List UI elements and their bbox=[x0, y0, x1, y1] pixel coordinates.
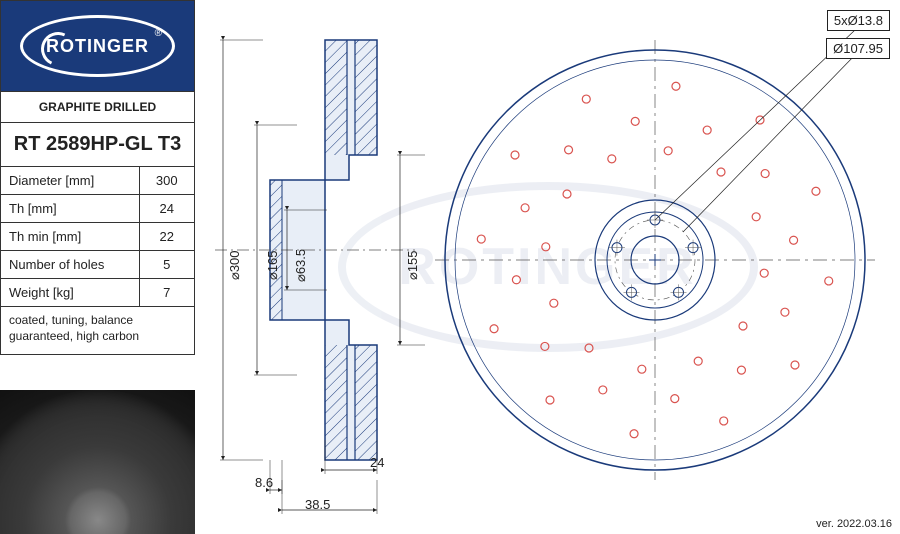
dim-38-5: 38.5 bbox=[305, 497, 330, 512]
dim-8-6: 8.6 bbox=[255, 475, 273, 490]
table-row: Th [mm]24 bbox=[1, 195, 194, 223]
callout-bolt-pattern: 5xØ13.8 bbox=[827, 10, 890, 31]
spec-table: Diameter [mm]300 Th [mm]24 Th min [mm]22… bbox=[1, 166, 194, 306]
dim-d300: ⌀300 bbox=[227, 250, 243, 280]
table-row: Number of holes5 bbox=[1, 251, 194, 279]
product-notes: coated, tuning, balance guaranteed, high… bbox=[1, 306, 194, 354]
callout-pitch-circle: Ø107.95 bbox=[826, 38, 890, 59]
part-number: RT 2589HP-GL T3 bbox=[1, 122, 194, 166]
brand-logo: ROTINGER ® bbox=[1, 1, 194, 91]
front-view bbox=[435, 10, 895, 490]
product-photo bbox=[0, 390, 195, 534]
registered-mark: ® bbox=[155, 28, 162, 39]
table-row: Weight [kg]7 bbox=[1, 279, 194, 307]
dim-24: 24 bbox=[370, 455, 384, 470]
brand-name: ROTINGER bbox=[46, 36, 149, 57]
info-panel: ROTINGER ® GRAPHITE DRILLED RT 2589HP-GL… bbox=[0, 0, 195, 355]
product-type: GRAPHITE DRILLED bbox=[1, 91, 194, 122]
technical-drawing: ROTINGER 5xØ13.8 Ø107.95 ⌀300 ⌀165 ⌀63.5… bbox=[195, 0, 900, 534]
version-label: ver. 2022.03.16 bbox=[816, 518, 892, 530]
dim-d155: ⌀155 bbox=[405, 250, 421, 280]
table-row: Diameter [mm]300 bbox=[1, 167, 194, 195]
dim-d63: ⌀63.5 bbox=[293, 249, 309, 282]
dim-d165: ⌀165 bbox=[265, 250, 281, 280]
table-row: Th min [mm]22 bbox=[1, 223, 194, 251]
